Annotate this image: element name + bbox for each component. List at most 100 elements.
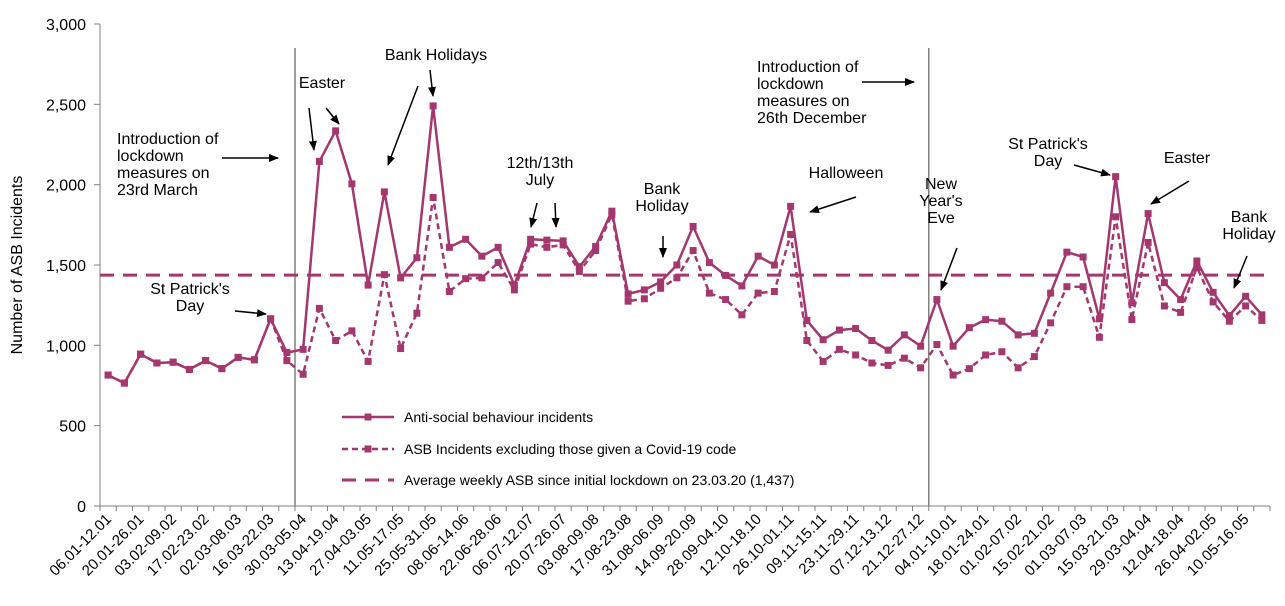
asb-incidents-point — [527, 235, 535, 243]
y-tick-label: 500 — [59, 419, 86, 436]
asb-incidents-point — [673, 261, 681, 269]
event-annotation-arrow — [1233, 255, 1248, 289]
asb-excl-covid-point — [657, 284, 665, 292]
asb-incidents-point — [835, 326, 843, 334]
asb-excl-covid-point — [445, 288, 453, 296]
asb-excl-covid-point — [738, 311, 746, 319]
asb-incidents-point — [657, 278, 665, 286]
asb-incidents-point — [982, 316, 990, 324]
asb-incidents-point — [819, 336, 827, 344]
event-annotation-label: July — [526, 172, 554, 189]
asb-excl-covid-point — [592, 247, 600, 255]
asb-excl-covid-point — [575, 267, 583, 275]
asb-excl-covid-point — [137, 350, 145, 358]
asb-excl-covid-point — [299, 370, 307, 378]
event-annotation-label: New — [925, 176, 957, 193]
asb-excl-covid-point — [917, 364, 925, 372]
asb-incidents-point — [510, 281, 518, 289]
asb-incidents-point — [315, 157, 323, 165]
asb-incidents-point — [429, 102, 437, 110]
asb-incidents-point — [933, 296, 941, 304]
asb-excl-covid-point — [965, 365, 973, 373]
asb-incidents-line — [107, 104, 1263, 385]
event-annotation-label: Day — [1034, 153, 1062, 170]
y-tick-label: 0 — [77, 499, 86, 516]
asb-incidents-point — [397, 274, 405, 282]
asb-incidents-point — [868, 337, 876, 345]
asb-excl-covid-point — [1095, 333, 1103, 341]
event-annotation-arrow — [234, 309, 267, 318]
event-annotation-arrow — [427, 69, 436, 97]
asb-excl-covid-point — [283, 357, 291, 365]
event-annotation-arrow — [1150, 180, 1190, 205]
asb-excl-covid-point — [852, 351, 860, 359]
asb-incidents-point — [283, 349, 291, 357]
asb-excl-covid-point — [819, 357, 827, 365]
y-axis-title: Number of ASB Incidents — [9, 176, 26, 355]
legend-label: Anti-social behaviour incidents — [404, 409, 593, 425]
asb-excl-covid-point — [494, 259, 502, 267]
asb-excl-covid-point — [1193, 263, 1201, 271]
asb-incidents-point — [1095, 315, 1103, 323]
asb-incidents-point — [559, 237, 567, 245]
asb-excl-covid-point — [949, 371, 957, 379]
asb-incidents-point — [1063, 248, 1071, 256]
asb-incidents-point — [1242, 292, 1250, 300]
asb-incidents-point — [1177, 296, 1185, 304]
asb-excl-covid-point — [689, 247, 697, 255]
asb-incidents-point — [592, 243, 600, 251]
asb-incidents-point — [998, 317, 1006, 325]
asb-excl-covid-point — [348, 327, 356, 335]
event-annotation-label: Day — [176, 298, 204, 315]
asb-excl-covid-point — [1079, 283, 1087, 291]
asb-excl-covid-point — [770, 288, 778, 296]
event-annotation-label: Holiday — [1222, 226, 1275, 243]
event-annotation-label: Bank — [644, 181, 681, 198]
asb-excl-covid-point — [1225, 317, 1233, 325]
asb-incidents-point — [917, 342, 925, 350]
event-annotation-label: Easter — [1164, 150, 1211, 167]
lockdown-label: measures on — [117, 165, 210, 182]
y-tick-label: 3,000 — [46, 17, 86, 34]
asb-excl-covid-point — [900, 354, 908, 362]
asb-excl-covid-point — [397, 345, 405, 353]
asb-incidents-point — [787, 202, 795, 210]
asb-incidents-point — [738, 282, 746, 290]
asb-excl-covid-point — [510, 286, 518, 294]
asb-incidents-point — [1209, 288, 1217, 296]
asb-incidents-point — [348, 180, 356, 188]
asb-excl-covid-point — [250, 356, 258, 364]
lockdown-label: Introduction of — [757, 59, 859, 76]
asb-excl-covid-point — [1112, 213, 1120, 221]
asb-excl-covid-point — [608, 210, 616, 218]
asb-excl-covid-point — [673, 274, 681, 282]
asb-excl-covid-point — [884, 361, 892, 369]
asb-incidents-point — [754, 252, 762, 260]
asb-incidents-point — [624, 290, 632, 298]
asb-incidents-point — [1258, 311, 1266, 319]
asb-excl-covid-point — [380, 271, 388, 279]
lockdown-label: Introduction of — [117, 131, 219, 148]
asb-incidents-point — [413, 254, 421, 262]
asb-excl-covid-point — [543, 243, 551, 251]
asb-excl-covid-point — [705, 289, 713, 297]
asb-excl-covid-point — [267, 315, 275, 323]
asb-excl-covid-point — [478, 274, 486, 282]
asb-excl-covid-point — [803, 337, 811, 345]
asb-incidents-point — [332, 127, 340, 135]
asb-incidents-point — [803, 316, 811, 324]
asb-incidents-point — [900, 331, 908, 339]
asb-excl-covid-point — [462, 275, 470, 283]
asb-excl-covid-point — [364, 357, 372, 365]
asb-excl-covid-point — [413, 309, 421, 317]
asb-incidents-point — [689, 222, 697, 230]
event-annotation-label: 12th/13th — [507, 155, 574, 172]
lockdown-label: 23rd March — [117, 182, 198, 199]
asb-incidents-point — [1079, 253, 1087, 261]
asb-excl-covid-point — [185, 365, 193, 373]
asb-incidents-point — [949, 342, 957, 350]
asb-excl-covid-point — [933, 341, 941, 349]
asb-incidents-point — [1128, 299, 1136, 307]
legend-marker — [364, 413, 372, 421]
